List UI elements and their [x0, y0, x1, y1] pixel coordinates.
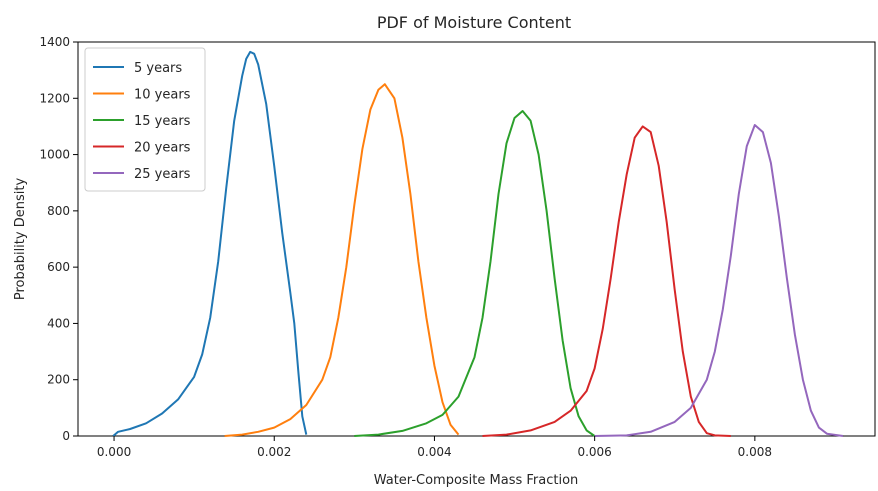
x-axis-ticks: 0.000 0.002 0.004 0.006 0.008	[97, 436, 772, 459]
y-tick-label: 1000	[39, 148, 70, 162]
y-axis-ticks: 0 200 400 600 800 1000 1200 1400	[39, 35, 78, 443]
series-layer	[112, 50, 844, 437]
legend-label: 15 years	[134, 114, 191, 129]
x-axis-label: Water-Composite Mass Fraction	[374, 473, 579, 488]
y-tick-label: 1200	[39, 91, 70, 105]
legend-box	[84, 47, 206, 192]
series-line-2	[224, 83, 460, 437]
legend-label: 25 years	[134, 167, 191, 182]
series-line-3	[354, 110, 596, 437]
legend-label: 20 years	[134, 141, 191, 156]
plot-area-frame	[77, 41, 876, 437]
x-tick-label: 0.002	[257, 445, 291, 459]
y-tick-label: 200	[47, 373, 70, 387]
series-line-1	[112, 50, 308, 437]
y-tick-label: 400	[47, 316, 70, 330]
series-line-5	[594, 124, 844, 437]
legend-label: 10 years	[134, 88, 191, 103]
x-tick-label: 0.000	[97, 445, 131, 459]
x-tick-label: 0.004	[417, 445, 451, 459]
series-line-4	[482, 125, 731, 437]
legend-label: 5 years	[134, 61, 182, 76]
chart-title: PDF of Moisture Content	[377, 13, 571, 32]
y-tick-label: 600	[47, 260, 70, 274]
y-tick-label: 1400	[39, 35, 70, 49]
y-tick-label: 0	[62, 429, 70, 443]
legend: 5 years 10 years 15 years 20 years 25 years	[84, 47, 206, 192]
y-tick-label: 800	[47, 204, 70, 218]
x-tick-label: 0.006	[577, 445, 611, 459]
x-tick-label: 0.008	[738, 445, 772, 459]
y-axis-label: Probability Density	[13, 178, 28, 301]
